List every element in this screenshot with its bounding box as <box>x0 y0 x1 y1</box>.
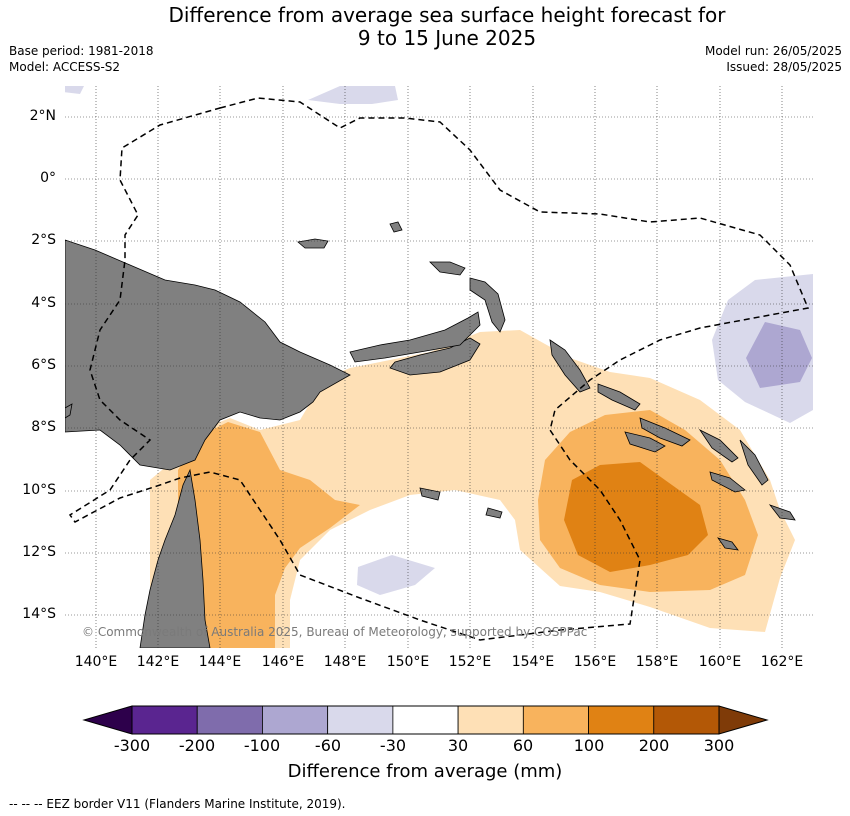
colorbar-swatch <box>588 705 655 735</box>
colorbar-tick: -60 <box>314 736 342 755</box>
anomaly-region-light-purple <box>65 86 84 94</box>
colorbar <box>82 705 769 735</box>
new-guinea-land <box>65 239 351 471</box>
copyright-notice: © Commonwealth of Australia 2025, Bureau… <box>82 625 588 639</box>
rennell-island <box>717 537 739 551</box>
colorbar-tick: 300 <box>703 736 735 755</box>
colorbar-over-arrow <box>718 705 769 735</box>
choiseul-island <box>597 383 641 411</box>
colorbar-swatch <box>262 705 329 735</box>
louisiade-island <box>485 507 503 519</box>
lon-label: 154°E <box>511 654 555 670</box>
colorbar-tick: -100 <box>243 736 281 755</box>
gridlines <box>65 86 813 648</box>
new-guinea-tail <box>389 337 481 376</box>
colorbar-under-arrow <box>82 705 133 735</box>
anomaly-region-light-purple <box>308 86 398 104</box>
lat-label: 2°S <box>31 232 56 248</box>
negative-anomaly-regions <box>65 86 813 595</box>
colorbar-tick: -200 <box>178 736 216 755</box>
colorbar-tick: 30 <box>447 736 469 755</box>
colorbar-swatch <box>653 705 720 735</box>
lon-label: 160°E <box>698 654 742 670</box>
eez-border <box>68 97 810 641</box>
colorbar-swatches <box>131 705 720 735</box>
vanuatu-island <box>739 439 769 486</box>
lon-label: 148°E <box>323 654 367 670</box>
lon-label: 144°E <box>198 654 242 670</box>
map-area <box>65 86 813 648</box>
anomaly-region-purple <box>746 322 812 388</box>
lat-label: 12°S <box>22 544 56 560</box>
lon-label: 152°E <box>448 654 492 670</box>
lon-label: 146°E <box>261 654 305 670</box>
colorbar-label: Difference from average (mm) <box>287 761 563 782</box>
guadalcanal-island <box>624 431 666 453</box>
cape-york-land <box>139 468 211 648</box>
meta-right: Model run: 26/05/2025 Issued: 28/05/2025 <box>705 43 842 75</box>
malaita-island <box>698 428 739 463</box>
anomaly-region-light-purple <box>357 555 435 595</box>
colorbar-swatch <box>196 705 263 735</box>
colorbar-swatch <box>131 705 198 735</box>
issued-date: Issued: 28/05/2025 <box>726 60 842 74</box>
anomaly-region-orange <box>178 422 360 648</box>
new-hanover-island <box>429 261 466 276</box>
small-island <box>768 504 796 521</box>
base-period: Base period: 1981-2018 <box>9 44 154 58</box>
model-run: Model run: 26/05/2025 <box>704 44 842 58</box>
colorbar-tick: -30 <box>379 736 407 755</box>
lat-label: 6°S <box>31 357 56 373</box>
new-britain-island <box>349 311 481 363</box>
lon-label: 156°E <box>573 654 617 670</box>
meta-left: Base period: 1981-2018 Model: ACCESS-S2 <box>9 43 154 75</box>
colorbar-tick: 60 <box>512 736 534 755</box>
colorbar-tick: 200 <box>638 736 670 755</box>
chart-title: Difference from average sea surface heig… <box>0 4 850 50</box>
colorbar-swatch <box>327 705 394 735</box>
lat-label: 14°S <box>22 606 56 622</box>
colorbar-swatch <box>392 705 459 735</box>
lat-label: 10°S <box>22 482 56 498</box>
lat-label: 2°N <box>29 108 56 124</box>
colorbar-tick: 100 <box>573 736 605 755</box>
eez-legend: -- -- -- EEZ border V11 (Flanders Marine… <box>9 797 346 811</box>
title-line-1: Difference from average sea surface heig… <box>168 3 726 27</box>
colorbar-swatch <box>522 705 589 735</box>
colorbar-swatch <box>457 705 524 735</box>
lat-label: 8°S <box>31 419 56 435</box>
lon-label: 162°E <box>760 654 804 670</box>
lon-label: 140°E <box>74 654 118 670</box>
anomaly-region-dark-orange <box>564 462 708 572</box>
lat-label: 4°S <box>31 295 56 311</box>
lon-label: 158°E <box>635 654 679 670</box>
title-line-2: 9 to 15 June 2025 <box>357 26 537 50</box>
new-ireland-island <box>469 277 506 333</box>
lat-label: 0° <box>40 170 56 186</box>
model-name: Model: ACCESS-S2 <box>9 60 121 74</box>
sulawesi-tail <box>65 403 73 419</box>
colorbar-frame <box>131 705 720 735</box>
colorbar-tick: -300 <box>113 736 151 755</box>
manus-island <box>297 238 329 249</box>
lon-label: 142°E <box>136 654 180 670</box>
lon-label: 150°E <box>386 654 430 670</box>
small-island <box>389 221 403 233</box>
